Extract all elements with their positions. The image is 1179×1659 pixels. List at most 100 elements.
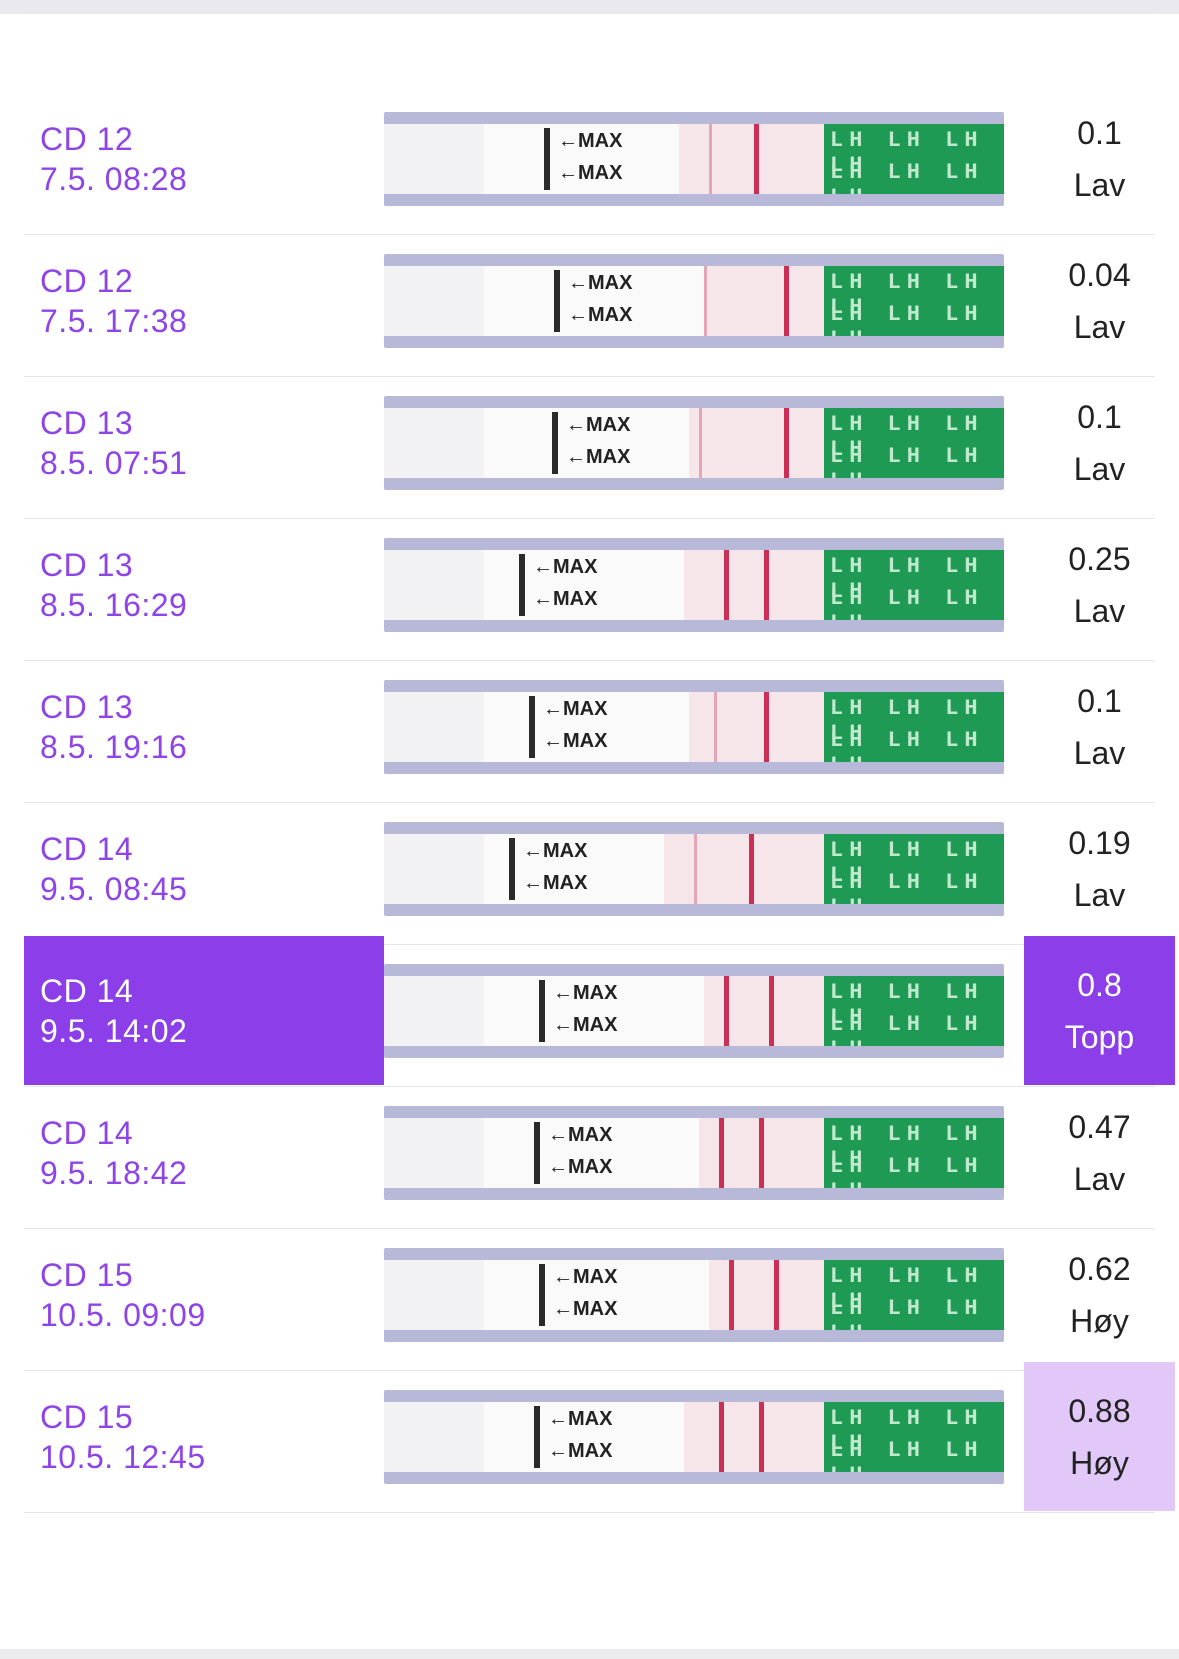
max-label: ←MAX bbox=[558, 162, 623, 184]
test-row[interactable]: CD 13 8.5. 07:51 ←MAX ←MAX LH LH LH LH L… bbox=[24, 368, 1155, 519]
lh-brand-text: LH LH LH LH bbox=[830, 728, 984, 762]
test-timestamp: 9.5. 18:42 bbox=[40, 1155, 188, 1191]
max-label: ←MAX bbox=[553, 1298, 618, 1320]
test-date-cell: CD 13 8.5. 07:51 bbox=[24, 368, 384, 518]
lh-brand-band: LH LH LH LH LH LH LH LH bbox=[824, 692, 1004, 762]
test-line bbox=[709, 124, 712, 194]
test-row[interactable]: CD 15 10.5. 09:09 ←MAX ←MAX LH LH LH LH … bbox=[24, 1220, 1155, 1371]
result-window bbox=[679, 124, 824, 194]
strip-handle bbox=[384, 1118, 484, 1188]
lh-brand-text: LH LH LH LH bbox=[830, 870, 984, 904]
strip-handle bbox=[384, 266, 484, 336]
test-result-cell: 0.25 Lav bbox=[1024, 510, 1175, 660]
lh-brand-text: LH LH LH LH bbox=[830, 1154, 984, 1188]
cycle-day-label: CD 14 bbox=[40, 831, 134, 867]
test-result-cell: 0.1 Lav bbox=[1024, 84, 1175, 234]
status-bar-edge bbox=[0, 0, 1179, 14]
lh-level-label: Lav bbox=[1074, 0, 1126, 3]
test-strip: ←MAX ←MAX LH LH LH LH LH LH LH LH bbox=[384, 1402, 1004, 1472]
test-strip-photo: ←MAX ←MAX LH LH LH LH LH LH LH LH bbox=[384, 112, 1004, 206]
lh-brand-text: LH LH LH LH bbox=[830, 302, 984, 336]
lh-value: 0.1 bbox=[1077, 399, 1122, 435]
test-strip: ←MAX ←MAX LH LH LH LH LH LH LH LH bbox=[384, 976, 1004, 1046]
test-line bbox=[724, 976, 729, 1046]
lh-brand-text: LH LH LH LH bbox=[830, 128, 984, 178]
test-timestamp: 10.5. 09:09 bbox=[40, 1297, 206, 1333]
control-line bbox=[759, 1118, 764, 1188]
lh-value: 0.1 bbox=[1077, 115, 1122, 151]
test-row[interactable]: CD 14 9.5. 08:45 ←MAX ←MAX LH LH LH LH L… bbox=[24, 794, 1155, 945]
lh-brand-text: LH LH LH LH bbox=[830, 1296, 984, 1330]
test-strip-photo: ←MAX ←MAX LH LH LH LH LH LH LH LH bbox=[384, 1390, 1004, 1484]
test-result-cell: 0.62 Høy bbox=[1024, 1220, 1175, 1370]
max-label: ←MAX bbox=[568, 304, 633, 326]
max-label: ←MAX bbox=[533, 588, 598, 610]
max-label: ←MAX bbox=[548, 1408, 613, 1430]
test-timestamp: 7.5. 08:28 bbox=[40, 161, 188, 197]
lh-brand-text: LH LH LH LH bbox=[830, 160, 984, 194]
strip-handle bbox=[384, 550, 484, 620]
test-timestamp: 8.5. 07:51 bbox=[40, 445, 188, 481]
test-row[interactable]: 6.5. 17:56 ←MAX ←MAX LH LH LH LH LH LH L… bbox=[24, 0, 1155, 13]
test-strip: ←MAX ←MAX LH LH LH LH LH LH LH LH bbox=[384, 834, 1004, 904]
max-label: ←MAX bbox=[558, 130, 623, 152]
max-label: ←MAX bbox=[548, 1156, 613, 1178]
lh-brand-band: LH LH LH LH LH LH LH LH bbox=[824, 266, 1004, 336]
lh-brand-band: LH LH LH LH LH LH LH LH bbox=[824, 550, 1004, 620]
strip-handle bbox=[384, 976, 484, 1046]
lh-brand-band: LH LH LH LH LH LH LH LH bbox=[824, 1402, 1004, 1472]
test-line bbox=[719, 1118, 724, 1188]
lh-value: 0.25 bbox=[1068, 541, 1131, 577]
control-line bbox=[784, 266, 789, 336]
test-timestamp: 9.5. 14:02 bbox=[40, 1012, 188, 1049]
max-label: ←MAX bbox=[553, 982, 618, 1004]
max-label: ←MAX bbox=[553, 1014, 618, 1036]
max-label: ←MAX bbox=[553, 1266, 618, 1288]
lh-brand-text: LH LH LH LH bbox=[830, 696, 984, 746]
test-date-cell: CD 15 10.5. 09:09 bbox=[24, 1220, 384, 1370]
test-strip: ←MAX ←MAX LH LH LH LH LH LH LH LH bbox=[384, 408, 1004, 478]
max-line-bar bbox=[529, 696, 535, 758]
cycle-day-label: CD 14 bbox=[40, 972, 134, 1009]
lh-brand-text: LH LH LH LH bbox=[830, 980, 984, 1030]
test-result-cell: 0.88 Høy bbox=[1024, 1362, 1175, 1511]
test-timestamp: 8.5. 16:29 bbox=[40, 587, 188, 623]
test-strip: ←MAX ←MAX LH LH LH LH LH LH LH LH bbox=[384, 1118, 1004, 1188]
test-strip-photo: ←MAX ←MAX LH LH LH LH LH LH LH LH bbox=[384, 254, 1004, 348]
test-row[interactable]: CD 15 10.5. 12:45 ←MAX ←MAX LH LH LH LH … bbox=[24, 1362, 1175, 1513]
test-row[interactable]: CD 13 8.5. 19:16 ←MAX ←MAX LH LH LH LH L… bbox=[24, 652, 1155, 803]
lh-value: 0.47 bbox=[1068, 1109, 1131, 1145]
result-window bbox=[689, 408, 824, 478]
lh-level-label: Lav bbox=[1073, 877, 1126, 913]
max-label: ←MAX bbox=[548, 1440, 613, 1462]
max-line-bar bbox=[509, 838, 515, 900]
lh-level-label: Høy bbox=[1070, 1303, 1129, 1339]
lh-value: 0.19 bbox=[1068, 825, 1131, 861]
control-line bbox=[774, 1260, 779, 1330]
result-window bbox=[704, 266, 824, 336]
test-row[interactable]: CD 13 8.5. 16:29 ←MAX ←MAX LH LH LH LH L… bbox=[24, 510, 1155, 661]
test-result-cell: 0.1 Lav bbox=[1024, 652, 1175, 802]
max-label: ←MAX bbox=[523, 840, 588, 862]
max-line-bar bbox=[534, 1122, 540, 1184]
test-row[interactable]: CD 12 7.5. 08:28 ←MAX ←MAX LH LH LH LH L… bbox=[24, 84, 1155, 235]
test-row[interactable]: CD 12 7.5. 17:38 ←MAX ←MAX LH LH LH LH L… bbox=[24, 226, 1155, 377]
lh-value: 0.04 bbox=[1068, 257, 1131, 293]
test-result-cell: 0.47 Lav bbox=[1024, 1078, 1175, 1228]
cycle-day-label: CD 13 bbox=[40, 405, 134, 441]
test-row[interactable]: CD 14 9.5. 18:42 ←MAX ←MAX LH LH LH LH L… bbox=[24, 1078, 1155, 1229]
test-line bbox=[714, 692, 717, 762]
test-row[interactable]: CD 14 9.5. 14:02 ←MAX ←MAX LH LH LH LH L… bbox=[24, 936, 1175, 1087]
max-line-bar bbox=[539, 980, 545, 1042]
test-result-cell: 0.04 Lav bbox=[1024, 226, 1175, 376]
lh-brand-text: LH LH LH LH bbox=[830, 1012, 984, 1046]
test-date-cell: CD 14 9.5. 08:45 bbox=[24, 794, 384, 944]
max-label: ←MAX bbox=[543, 730, 608, 752]
control-line bbox=[759, 1402, 764, 1472]
control-line bbox=[764, 550, 769, 620]
lh-brand-text: LH LH LH LH bbox=[830, 554, 984, 604]
test-line bbox=[704, 266, 707, 336]
lh-brand-band: LH LH LH LH LH LH LH LH bbox=[824, 976, 1004, 1046]
result-window bbox=[709, 1260, 824, 1330]
test-line bbox=[694, 834, 697, 904]
